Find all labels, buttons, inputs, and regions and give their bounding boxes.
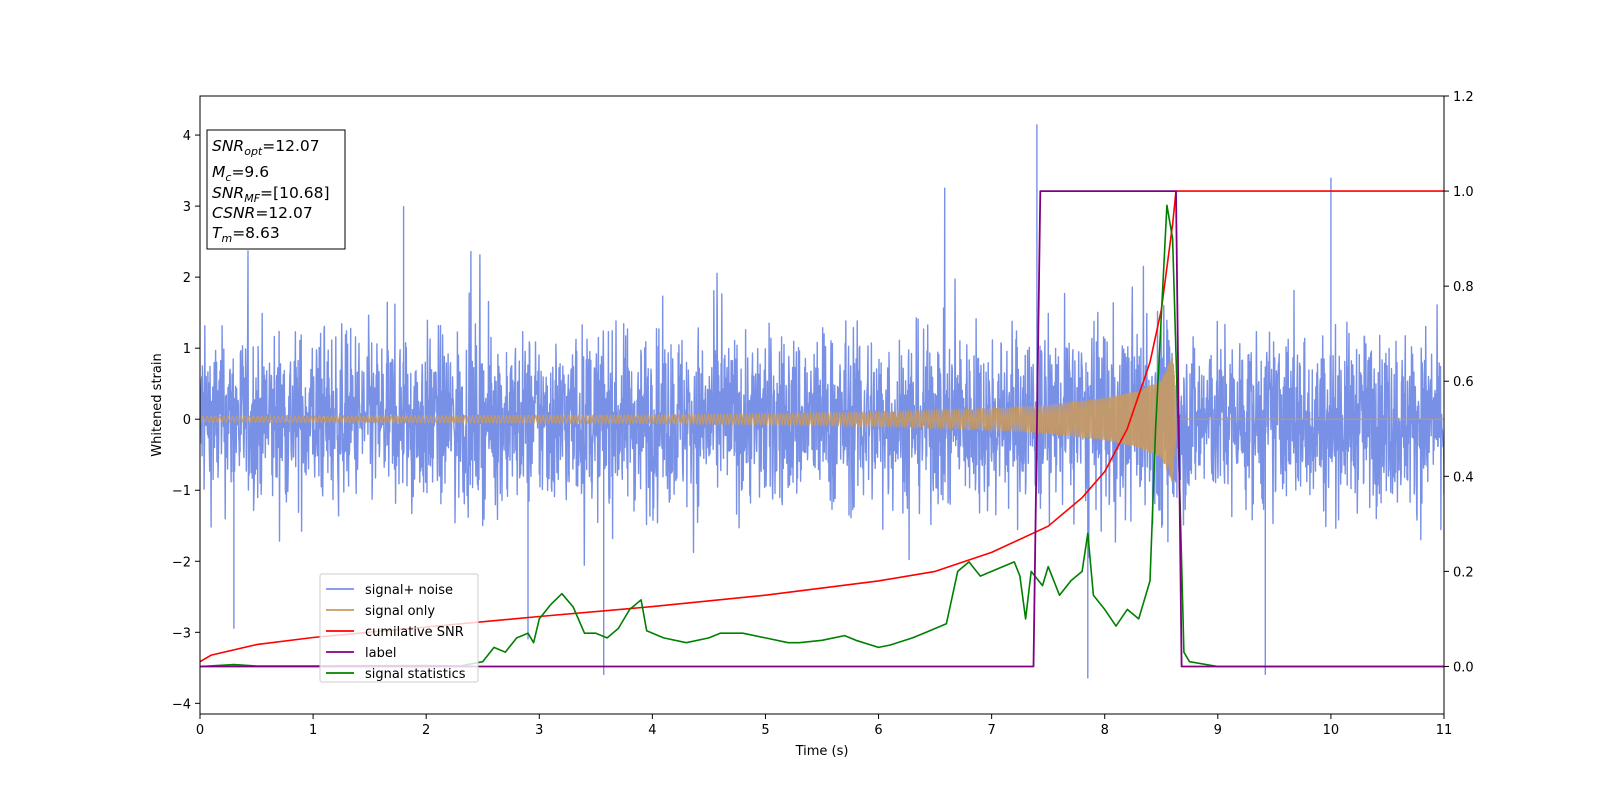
y-right-tick-label: 0.6 <box>1453 375 1474 390</box>
x-tick-label: 4 <box>648 723 656 738</box>
series-signal-noise <box>200 124 1444 679</box>
y-left-tick-label: 2 <box>183 271 191 286</box>
x-axis: 0 1 2 3 4 5 6 7 8 9 10 11 <box>196 714 1452 738</box>
legend: signal+ noise signal only cumilative SNR la… <box>319 573 479 683</box>
series-label <box>200 190 1444 668</box>
annotation-box: SNRopt=12.07 Mc=9.6 SNRMF=[10.68] CSNR=1… <box>206 129 346 250</box>
x-tick-label: 6 <box>874 723 882 738</box>
y-left-tick-label: −3 <box>172 626 191 641</box>
y-left-tick-label: 4 <box>183 129 191 144</box>
series-layer <box>200 124 1444 679</box>
plot-frame <box>199 95 1445 715</box>
annotation-snr-opt: SNRopt=12.07 <box>212 137 320 158</box>
legend-label: signal statistics <box>365 667 466 682</box>
x-tick-label: 11 <box>1436 723 1453 738</box>
x-axis-label: Time (s) <box>795 744 849 759</box>
x-tick-label: 7 <box>987 723 995 738</box>
y-right-tick-label: 0.4 <box>1453 470 1474 485</box>
x-tick-label: 3 <box>535 723 543 738</box>
y-left-tick-label: 3 <box>183 200 191 215</box>
y-left-tick-label: −2 <box>172 555 191 570</box>
x-tick-label: 0 <box>196 723 204 738</box>
legend-label: label <box>365 646 396 661</box>
legend-label: signal+ noise <box>365 583 453 598</box>
y-right-tick-label: 1.2 <box>1453 90 1474 105</box>
x-tick-label: 1 <box>309 723 317 738</box>
x-tick-label: 5 <box>761 723 769 738</box>
x-tick-label: 2 <box>422 723 430 738</box>
annotation-mc: Mc=9.6 <box>212 163 269 184</box>
y-left-tick-label: 0 <box>183 413 191 428</box>
y-axis-right: 0.0 0.2 0.4 0.6 0.8 1.0 1.2 <box>1444 90 1474 675</box>
y-right-tick-label: 1.0 <box>1453 185 1474 200</box>
legend-label: signal only <box>365 604 435 619</box>
y-right-tick-label: 0.2 <box>1453 565 1474 580</box>
y-left-tick-label: −1 <box>172 484 191 499</box>
y-axis-left: −4 −3 −2 −1 0 1 2 3 4 <box>172 129 200 712</box>
x-tick-label: 9 <box>1214 723 1222 738</box>
x-tick-label: 10 <box>1323 723 1340 738</box>
legend-label: cumilative SNR <box>365 625 464 640</box>
y-axis-label: Whitened strain <box>150 353 165 456</box>
annotation-csnr: CSNR=12.07 <box>212 204 313 222</box>
annotation-tm: Tm=8.63 <box>212 224 280 245</box>
series-signal-statistics <box>200 204 1444 668</box>
y-right-tick-label: 0.0 <box>1453 660 1474 675</box>
y-left-tick-label: −4 <box>172 697 191 712</box>
annotation-snr-mf: SNRMF=[10.68] <box>212 184 330 205</box>
x-tick-label: 8 <box>1101 723 1109 738</box>
y-right-tick-label: 0.8 <box>1453 280 1474 295</box>
series-signal-only <box>200 356 1444 483</box>
y-left-tick-label: 1 <box>183 342 191 357</box>
